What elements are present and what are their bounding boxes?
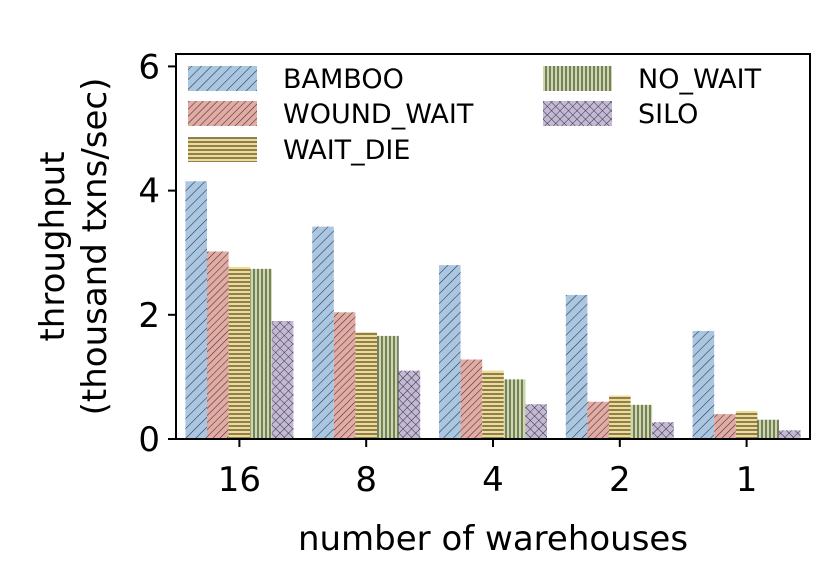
plot-area-frame bbox=[175, 53, 811, 440]
bar-silo-16 bbox=[271, 321, 294, 439]
bar-wait-die-8 bbox=[355, 332, 377, 439]
bars-group bbox=[185, 181, 801, 439]
bar-no-wait-8 bbox=[377, 335, 399, 439]
bar-wait-die-16 bbox=[228, 266, 251, 439]
bar-bamboo-8 bbox=[312, 226, 334, 439]
bar-wait-die-2 bbox=[609, 395, 631, 439]
legend-item-bamboo: BAMBOO bbox=[188, 64, 404, 95]
bar-wound-wait-2 bbox=[587, 401, 609, 439]
bar-no-wait-4 bbox=[503, 379, 526, 439]
bar-silo-1 bbox=[779, 430, 801, 439]
x-tick-label: 2 bbox=[609, 460, 631, 500]
legend-label: SILO bbox=[638, 99, 698, 130]
bar-wound-wait-16 bbox=[207, 251, 229, 439]
y-tick-label: 2 bbox=[138, 296, 160, 336]
bar-wait-die-4 bbox=[482, 370, 504, 439]
bar-no-wait-16 bbox=[250, 268, 272, 439]
bar-bamboo-2 bbox=[565, 294, 588, 439]
bar-wound-wait-8 bbox=[333, 312, 356, 439]
legend-label: WOUND_WAIT bbox=[283, 99, 474, 130]
bar-bamboo-1 bbox=[692, 330, 715, 439]
y-tick-label: 6 bbox=[138, 47, 160, 87]
x-tick-label: 1 bbox=[736, 460, 758, 500]
bar-no-wait-2 bbox=[630, 404, 653, 439]
y-axis-ticks: 0 2 4 6 bbox=[138, 47, 176, 460]
bar-silo-2 bbox=[652, 422, 674, 439]
legend-item-wound-wait: WOUND_WAIT bbox=[188, 99, 474, 130]
y-axis-label-line2: (thousand txns/sec) bbox=[75, 78, 115, 416]
bar-silo-8 bbox=[398, 370, 421, 439]
legend-label: BAMBOO bbox=[283, 64, 404, 95]
x-tick-label: 4 bbox=[482, 460, 504, 500]
bar-bamboo-16 bbox=[185, 181, 207, 439]
bar-no-wait-1 bbox=[757, 419, 779, 439]
bar-wound-wait-4 bbox=[460, 359, 483, 439]
bar-wait-die-1 bbox=[735, 411, 758, 439]
x-axis-label: number of warehouses bbox=[298, 519, 688, 559]
x-tick-label: 16 bbox=[218, 460, 261, 500]
legend-label: WAIT_DIE bbox=[283, 135, 410, 166]
y-axis-label: throughput (thousand txns/sec) bbox=[33, 78, 115, 416]
y-tick-label: 4 bbox=[138, 172, 160, 212]
y-axis-label-line1: throughput bbox=[33, 151, 73, 341]
bar-wound-wait-1 bbox=[714, 414, 736, 439]
y-tick-label: 0 bbox=[138, 420, 160, 460]
bar-bamboo-4 bbox=[439, 265, 461, 439]
legend-label: NO_WAIT bbox=[638, 64, 762, 95]
bar-silo-4 bbox=[525, 404, 547, 439]
x-tick-label: 8 bbox=[355, 460, 377, 500]
legend: BAMBOO WOUND_WAIT WAIT_DIE NO_WAIT SILO bbox=[188, 64, 762, 166]
x-axis-ticks: 16 8 4 2 1 bbox=[218, 439, 758, 500]
legend-item-no-wait: NO_WAIT bbox=[543, 64, 762, 95]
legend-item-wait-die: WAIT_DIE bbox=[188, 135, 410, 166]
legend-item-silo: SILO bbox=[543, 99, 698, 130]
